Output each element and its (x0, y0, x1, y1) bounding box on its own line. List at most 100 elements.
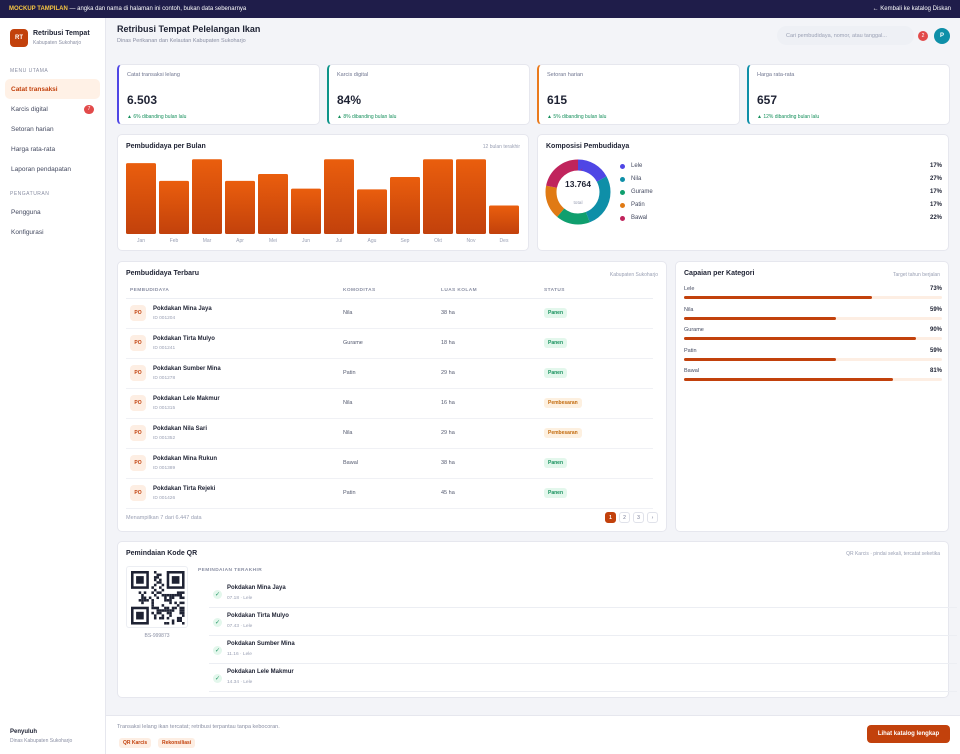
pembudidaya-name: Pokdakan Lele Makmur (153, 395, 220, 402)
sidebar-item-setoran-harian[interactable]: Setoran harian (5, 119, 100, 139)
bar-sep[interactable] (390, 177, 420, 234)
status-badge: Pembesaran (544, 428, 582, 438)
table-row[interactable]: PO Pokdakan Tirta Rejeki ID 001426 Patin 45 … (126, 478, 653, 509)
next-page-button[interactable]: › (647, 512, 658, 523)
progress-head: Bawal 81% (684, 368, 942, 374)
progress-row-lele: Lele 73% (684, 286, 942, 299)
progress-fill (684, 296, 873, 299)
name-cell: PO Pokdakan Lele Makmur ID 001315 (126, 395, 343, 411)
legend-item-patin: Patin 17% (620, 202, 942, 208)
page-2-button[interactable]: 2 (619, 512, 630, 523)
kpi-label: Karcis digital (337, 72, 369, 78)
bar-jan[interactable] (126, 163, 156, 234)
donut-slice-nila[interactable] (545, 159, 611, 225)
cell-luas-kolam: 18 ha (441, 328, 544, 359)
progress-track (684, 357, 942, 361)
nav-section-settings: PENGATURAN (10, 191, 50, 197)
legend-label: Patin (631, 202, 645, 208)
bar-nov[interactable] (456, 159, 486, 234)
view-full-catalog-button[interactable]: Lihat katalog lengkap (867, 725, 950, 743)
bar-jul[interactable] (324, 159, 354, 234)
bar-apr[interactable] (225, 180, 255, 234)
footer: Transaksi lelang ikan tercatat; retribus… (106, 715, 960, 754)
column-header-status[interactable]: STATUS (544, 284, 653, 299)
bar-x-tick-label: Jul (336, 238, 342, 244)
donut-slice-patin[interactable] (545, 159, 611, 225)
sidebar-item-harga-rata-rata[interactable]: Harga rata-rata (5, 139, 100, 159)
sidebar-item-konfigurasi[interactable]: Konfigurasi (5, 222, 100, 242)
donut-center-value: 13.764 (565, 179, 591, 189)
table-row[interactable]: PO Pokdakan Nila Sari ID 001352 Nila 29 ha Pe… (126, 418, 653, 449)
progress-label: Bawal (684, 368, 699, 374)
column-header-komoditas[interactable]: KOMODITAS (343, 284, 441, 299)
legend-item-gurame: Gurame 17% (620, 189, 942, 195)
page-header: Retribusi Tempat Pelelangan Ikan Dinas P… (117, 24, 950, 54)
legend-value: 17% (929, 189, 942, 195)
bar-des[interactable] (489, 205, 519, 234)
table-row[interactable]: PO Pokdakan Mina Rukun ID 001389 Bawal 38 ha… (126, 448, 653, 479)
legend-dot (620, 202, 625, 208)
table-row[interactable]: PO Pokdakan Tirta Mulyo ID 001241 Gurame 18 … (126, 328, 653, 359)
donut-slice-bawal[interactable] (545, 159, 611, 225)
scan-item[interactable]: ✓ Pokdakan Lele Makmur 14.34 · Lele (209, 664, 957, 692)
check-icon: ✓ (213, 646, 222, 655)
bar-agu[interactable] (357, 189, 387, 234)
footer-text: Transaksi lelang ikan tercatat; retribus… (117, 724, 280, 730)
sidebar-item-label: Harga rata-rata (11, 145, 56, 153)
sidebar-item-laporan-pendapatan[interactable]: Laporan pendapatan (5, 159, 100, 179)
donut-slice-gurame[interactable] (545, 159, 611, 225)
back-to-catalog-link[interactable]: ← Kembali ke katalog Diskan (872, 6, 951, 12)
column-header-luas-kolam[interactable]: LUAS KOLAM (441, 284, 544, 299)
donut-chart-card: Komposisi Pembudidaya 13.764 total Lele 1… (537, 134, 949, 251)
scan-item[interactable]: ✓ Pokdakan Sumber Mina 11.16 · Lele (209, 636, 957, 664)
scan-item[interactable]: ✓ Pokdakan Mina Jaya 07.18 · Lele (209, 580, 957, 608)
scan-item[interactable]: ✓ Pokdakan Tirta Mulyo 07.43 · Lele (209, 608, 957, 636)
bar-x-tick-label: Mar (203, 238, 212, 244)
bar-okt[interactable] (423, 159, 453, 234)
cell-komoditas: Nila (343, 388, 441, 419)
sidebar-item-catat-transaksi[interactable]: Catat transaksi (5, 79, 100, 99)
column-header-pembudidaya[interactable]: PEMBUDIDAYA (126, 284, 343, 299)
brand: RT Retribusi Tempat Kabupaten Sukoharjo (0, 18, 105, 58)
bar-feb[interactable] (159, 180, 189, 234)
kpi-label: Catat transaksi lelang (127, 72, 180, 78)
legend-dot (620, 215, 625, 221)
cell-komoditas: Gurame (343, 328, 441, 359)
bar-mei[interactable] (258, 173, 288, 234)
cell-status: Pembesaran (544, 388, 653, 419)
sidebar-item-karcis-digital[interactable]: Karcis digital 7 (5, 99, 100, 119)
cell-luas-kolam: 29 ha (441, 358, 544, 389)
kpi-value: 6.503 (127, 93, 158, 107)
cell-pembudidaya: PO Pokdakan Nila Sari ID 001352 (126, 418, 343, 449)
avatar[interactable]: P (934, 28, 950, 44)
check-icon: ✓ (213, 590, 222, 599)
table-row[interactable]: PO Pokdakan Sumber Mina ID 001278 Patin 29 h… (126, 358, 653, 389)
cell-luas-kolam: 38 ha (441, 298, 544, 329)
cell-pembudidaya: PO Pokdakan Tirta Mulyo ID 001241 (126, 328, 343, 359)
status-badge: Pembesaran (544, 398, 582, 408)
table-row[interactable]: PO Pokdakan Mina Jaya ID 001204 Nila 38 ha Pa… (126, 298, 653, 329)
cell-status: Panen (544, 298, 653, 329)
pembudidaya-id: ID 001315 (153, 405, 176, 411)
pembudidaya-name: Pokdakan Sumber Mina (153, 365, 221, 372)
page-subtitle: Dinas Perikanan dan Kelautan Kabupaten S… (117, 38, 246, 44)
page-1-button[interactable]: 1 (605, 512, 616, 523)
progress-track (684, 337, 942, 340)
pembudidaya-name: Pokdakan Nila Sari (153, 425, 208, 432)
search-input[interactable]: Cari pembudidaya, nomor, atau tanggal... (777, 26, 914, 45)
progress-label: Nila (684, 306, 694, 313)
pembudidaya-name: Pokdakan Mina Rukun (153, 455, 218, 462)
bar-jun[interactable] (291, 188, 321, 234)
nav-section-main: MENU UTAMA (10, 68, 49, 74)
progress-head: Lele 73% (684, 286, 942, 292)
sidebar-item-pengguna[interactable]: Pengguna (5, 202, 100, 222)
progress-head: Gurame 90% (684, 327, 942, 333)
cell-status: Panen (544, 448, 653, 479)
notification-badge[interactable]: 2 (918, 31, 928, 41)
table-row[interactable]: PO Pokdakan Lele Makmur ID 001315 Nila 16 ha… (126, 388, 653, 419)
cell-pembudidaya: PO Pokdakan Tirta Rejeki ID 001426 (126, 478, 343, 509)
bar-mar[interactable] (192, 159, 222, 234)
kpi-value: 657 (757, 93, 778, 107)
kpi-delta: ▲ 12% dibanding bulan lalu (757, 114, 820, 120)
page-3-button[interactable]: 3 (633, 512, 644, 523)
